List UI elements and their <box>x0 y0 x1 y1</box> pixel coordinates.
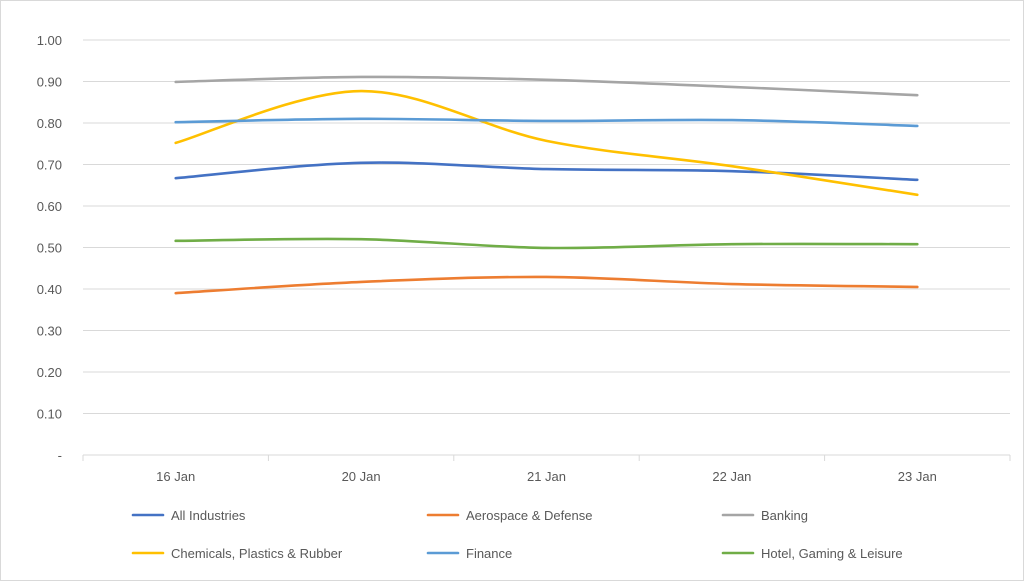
legend-label: All Industries <box>171 508 246 523</box>
x-tick-label: 20 Jan <box>342 469 381 484</box>
series-line-hotel-gaming-leisure <box>174 237 919 250</box>
legend-label: Hotel, Gaming & Leisure <box>761 546 903 561</box>
x-tick-label: 21 Jan <box>527 469 566 484</box>
y-tick-label: - <box>58 448 62 463</box>
legend-label: Finance <box>466 546 512 561</box>
y-tick-label: 0.90 <box>37 75 62 90</box>
series-line-banking <box>174 75 919 97</box>
y-tick-label: 0.60 <box>37 199 62 214</box>
series-line-all-industries <box>174 161 919 182</box>
x-tick-label: 16 Jan <box>156 469 195 484</box>
series-line-aerospace-defense <box>174 275 919 295</box>
y-tick-label: 0.10 <box>37 407 62 422</box>
y-tick-label: 1.00 <box>37 33 62 48</box>
x-tick-label: 22 Jan <box>712 469 751 484</box>
y-tick-label: 0.20 <box>37 365 62 380</box>
x-tick-label: 23 Jan <box>898 469 937 484</box>
legend-label: Aerospace & Defense <box>466 508 592 523</box>
y-tick-label: 0.80 <box>37 116 62 131</box>
legend-label: Chemicals, Plastics & Rubber <box>171 546 343 561</box>
y-tick-label: 0.30 <box>37 324 62 339</box>
series-line-finance <box>174 117 919 128</box>
y-tick-label: 0.70 <box>37 158 62 173</box>
y-tick-label: 0.50 <box>37 241 62 256</box>
series-line-chemicals-plastics-rubber <box>174 89 919 197</box>
y-tick-label: 0.40 <box>37 282 62 297</box>
legend-label: Banking <box>761 508 808 523</box>
